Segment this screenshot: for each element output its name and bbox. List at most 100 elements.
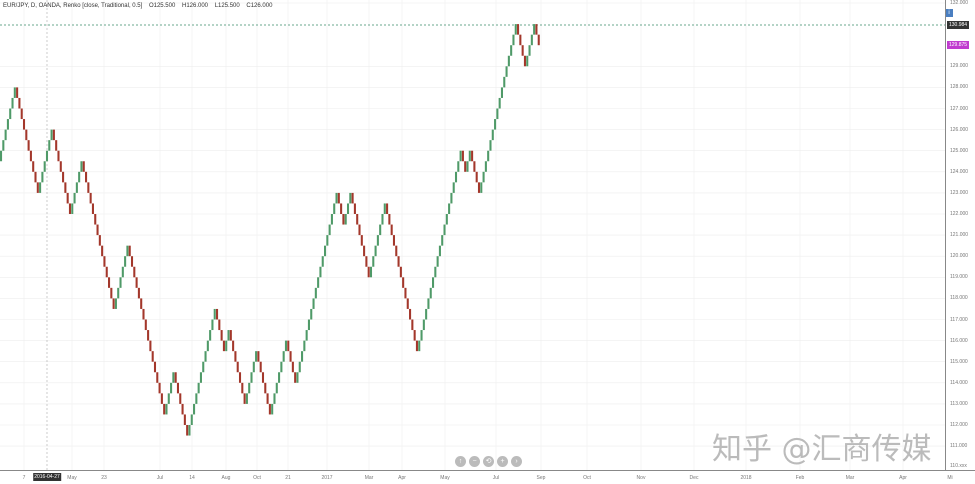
nav-button[interactable]: ⟲ — [483, 456, 494, 467]
down-brick — [264, 382, 267, 394]
up-brick — [432, 277, 435, 288]
up-brick — [211, 319, 214, 331]
down-brick — [128, 245, 131, 257]
up-brick — [448, 203, 451, 214]
down-brick — [144, 319, 147, 331]
down-brick — [399, 266, 402, 278]
up-brick — [443, 224, 446, 236]
up-brick — [420, 330, 423, 341]
up-brick — [170, 382, 173, 394]
up-brick — [459, 150, 462, 162]
nav-button[interactable]: − — [469, 456, 480, 467]
chart-nav: ↑ − ⟲ + › — [455, 456, 522, 467]
up-brick — [379, 224, 382, 236]
up-brick — [39, 182, 42, 193]
down-brick — [34, 171, 37, 183]
up-brick — [530, 34, 533, 46]
time-label: Mar — [364, 475, 374, 481]
down-brick — [232, 340, 235, 352]
up-brick — [275, 382, 278, 394]
nav-button[interactable]: + — [497, 456, 508, 467]
up-brick — [335, 192, 338, 204]
up-brick — [494, 119, 497, 130]
price-label: 112.000 — [950, 422, 968, 428]
down-brick — [363, 245, 366, 257]
down-brick — [160, 393, 163, 404]
time-label: 21 — [285, 475, 291, 481]
up-brick — [344, 214, 347, 225]
up-brick — [346, 203, 350, 214]
down-brick — [96, 224, 99, 236]
down-brick — [535, 24, 538, 35]
price-axis[interactable]: 132.000 129.000 128.000 127.000 126.000 125.0… — [945, 0, 975, 470]
up-brick — [383, 203, 386, 214]
up-brick — [328, 224, 331, 236]
down-brick — [473, 161, 476, 172]
up-brick — [314, 287, 317, 299]
up-brick — [248, 382, 251, 394]
price-label: 125.000 — [950, 147, 969, 154]
down-brick — [294, 372, 297, 383]
up-brick — [422, 319, 425, 331]
up-brick — [372, 256, 375, 267]
up-brick — [450, 192, 453, 204]
down-brick — [98, 235, 101, 246]
up-brick — [496, 108, 499, 120]
up-brick — [165, 403, 168, 415]
down-brick — [59, 161, 62, 172]
down-brick — [29, 150, 32, 162]
down-brick — [68, 203, 72, 214]
up-brick — [225, 340, 228, 352]
down-brick — [243, 393, 246, 404]
down-brick — [257, 351, 260, 362]
up-brick — [4, 129, 7, 141]
up-brick — [438, 245, 441, 257]
up-brick — [374, 245, 377, 257]
up-brick — [250, 372, 253, 383]
down-brick — [179, 393, 182, 404]
price-label: 123.000 — [950, 189, 969, 196]
up-brick — [333, 203, 336, 214]
down-brick — [112, 298, 115, 309]
up-brick — [204, 351, 207, 362]
up-brick — [11, 97, 14, 109]
down-brick — [82, 161, 85, 172]
down-brick — [94, 214, 97, 225]
time-label: Sep — [536, 475, 546, 481]
down-brick — [52, 129, 55, 141]
up-brick — [271, 403, 274, 415]
down-brick — [142, 308, 145, 320]
price-label: 128.000 — [950, 84, 969, 91]
up-brick — [117, 287, 120, 299]
down-brick — [519, 34, 522, 46]
up-brick — [507, 55, 510, 67]
time-axis[interactable]: 7 May 23 Jul 14 Aug Oct 21 2017 Mar Apr May Jul Sep Oc… — [0, 470, 975, 484]
down-brick — [133, 266, 136, 278]
info-icon[interactable]: i — [945, 9, 953, 17]
down-brick — [89, 192, 92, 204]
up-brick — [167, 393, 170, 404]
up-brick — [227, 330, 230, 341]
price-label: 117.000 — [950, 316, 968, 323]
up-brick — [319, 266, 322, 278]
nav-button[interactable]: ↑ — [455, 456, 466, 467]
up-brick — [195, 393, 198, 404]
symbol-label: EUR/JPY, D, OANDA, Renko [close, Traditi… — [3, 3, 143, 9]
up-brick — [252, 361, 255, 373]
open-value: O125.500 — [148, 3, 176, 9]
up-brick — [489, 140, 492, 151]
down-brick — [216, 308, 219, 320]
nav-button[interactable]: › — [511, 456, 522, 467]
down-brick — [523, 55, 526, 67]
up-brick — [418, 340, 421, 352]
low-value: L125.500 — [214, 3, 240, 9]
up-brick — [514, 24, 517, 35]
renko-chart[interactable] — [0, 0, 945, 470]
down-brick — [57, 150, 60, 162]
price-label: 119.000 — [950, 274, 968, 281]
up-brick — [498, 97, 501, 109]
up-brick — [284, 340, 288, 352]
up-brick — [468, 150, 471, 162]
up-brick — [50, 129, 53, 141]
down-brick — [342, 214, 345, 225]
